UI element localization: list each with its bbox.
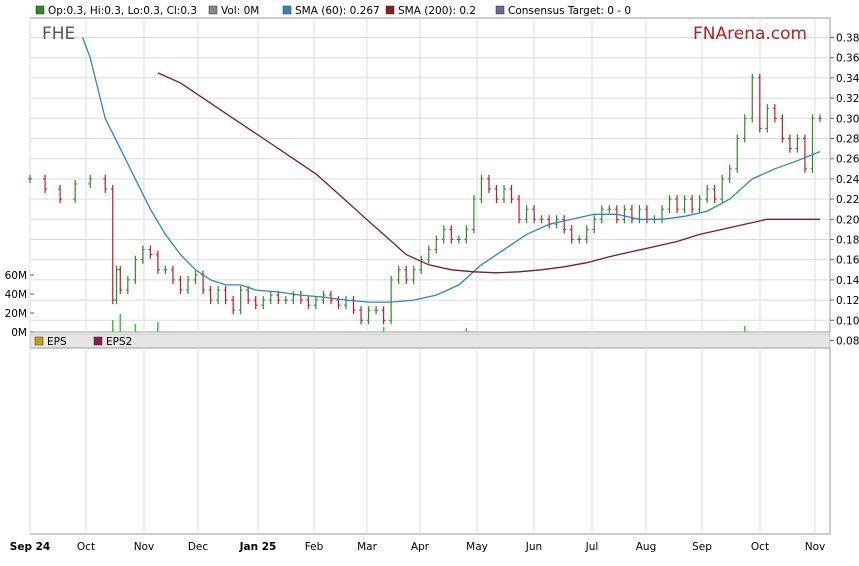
y-tick-label: 0.12 — [836, 295, 859, 307]
y-tick-label: 0.22 — [836, 194, 859, 206]
legend-eps2: EPS2 — [106, 336, 132, 348]
legend-consensus: Consensus Target: 0 - 0 — [508, 5, 631, 17]
y-tick-label: 0.08 — [836, 336, 859, 348]
y-tick-label: 0.28 — [836, 134, 859, 146]
volume-tick-label: 40M — [5, 289, 27, 301]
legend-sma60: SMA (60): 0.267 — [295, 5, 380, 17]
volume-tick-label: 60M — [5, 270, 27, 282]
legend-swatch-sma60 — [282, 5, 292, 15]
legend-ohlc: Op:0.3, Hi:0.3, Lo:0.3, Cl:0.3 — [48, 5, 197, 17]
x-tick-label: Jul — [585, 541, 599, 553]
y-tick-label: 0.10 — [836, 315, 859, 327]
y-tick-label: 0.14 — [836, 275, 859, 287]
brand-logo: FNArena.com — [693, 24, 807, 44]
legend-sma200: SMA (200): 0.2 — [398, 5, 476, 17]
x-tick-label: Sep 24 — [10, 541, 50, 553]
ticker-label: FHE — [42, 24, 75, 44]
x-axis-labels: Sep 24 Oct Nov Dec Jan 25 Feb Mar Apr May Jun Jul A… — [10, 541, 825, 553]
x-tick-label: Oct — [77, 541, 95, 553]
x-tick-label: May — [466, 541, 488, 553]
x-tick-label: Sep — [692, 541, 712, 553]
y-tick-label: 0.38 — [836, 33, 859, 45]
sma200-line — [157, 72, 820, 274]
price-bars — [28, 73, 822, 325]
legend-swatch-sma200 — [385, 5, 395, 15]
y-tick-label: 0.32 — [836, 93, 859, 105]
y-tick-label: 0.26 — [836, 154, 859, 166]
y-tick-label: 0.16 — [836, 255, 859, 267]
top-legend: Op:0.3, Hi:0.3, Lo:0.3, Cl:0.3 Vol: 0M S… — [35, 5, 631, 17]
sma60-line — [82, 37, 821, 303]
legend-eps: EPS — [47, 336, 67, 348]
legend-swatch-eps2 — [93, 336, 103, 346]
x-tick-label: Aug — [636, 541, 657, 553]
x-tick-label: Mar — [357, 541, 377, 553]
legend-swatch-eps — [34, 336, 44, 346]
volume-tick-label: 0M — [11, 327, 27, 339]
x-tick-label: Oct — [751, 541, 769, 553]
x-tick-label: Feb — [305, 541, 324, 553]
y-axis-labels: 0.38 0.36 0.34 0.32 0.30 0.28 0.26 0.24 0.22 0.20… — [830, 33, 859, 348]
x-tick-label: Jun — [525, 541, 542, 553]
main-grid — [29, 18, 830, 332]
y-tick-label: 0.30 — [836, 113, 859, 125]
x-tick-label: Dec — [188, 541, 209, 553]
x-tick-label: Jan 25 — [239, 541, 277, 553]
eps-grid — [29, 348, 816, 534]
y-tick-label: 0.36 — [836, 53, 859, 65]
legend-swatch-consensus — [495, 5, 505, 15]
y-tick-label: 0.24 — [836, 174, 859, 186]
legend-vol: Vol: 0M — [221, 5, 259, 17]
volume-axis-labels: 60M 40M 20M 0M — [5, 270, 34, 339]
eps-plot-area — [29, 347, 831, 535]
y-tick-label: 0.18 — [836, 235, 859, 247]
legend-swatch-vol — [208, 5, 218, 15]
eps-legend-bar — [29, 333, 831, 349]
x-tick-label: Nov — [805, 541, 826, 553]
volume-tick-label: 20M — [5, 308, 27, 320]
legend-swatch-ohlc — [35, 5, 45, 15]
main-plot-area — [29, 17, 831, 333]
volume-bars — [112, 314, 746, 332]
y-tick-label: 0.34 — [836, 73, 859, 85]
y-tick-label: 0.20 — [836, 214, 859, 226]
x-tick-label: Apr — [411, 541, 430, 553]
x-tick-label: Nov — [134, 541, 155, 553]
